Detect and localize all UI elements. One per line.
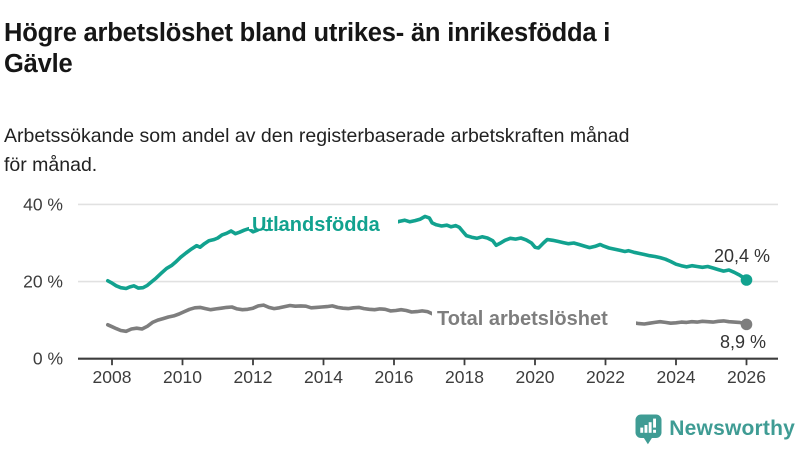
series-label-utlandsfodda: Utlandsfödda bbox=[252, 214, 381, 236]
newsworthy-logo-link[interactable]: Newsworthy bbox=[635, 413, 795, 445]
page-subtitle: Arbetssökande som andel av den registerb… bbox=[4, 124, 630, 176]
end-value-label: 8,9 % bbox=[720, 332, 766, 352]
x-tick-label: 2012 bbox=[234, 367, 273, 387]
end-value-label: 20,4 % bbox=[714, 246, 770, 266]
x-tick-label: 2022 bbox=[586, 367, 625, 387]
x-tick-label: 2024 bbox=[657, 367, 696, 387]
series-label-total: Total arbetslöshet bbox=[437, 308, 608, 330]
series-line-total bbox=[106, 303, 749, 334]
x-tick-label: 2010 bbox=[163, 367, 202, 387]
logo-wordmark: Newsworthy bbox=[669, 417, 795, 440]
series-endpoint-dot bbox=[740, 274, 753, 286]
x-tick-label: 2008 bbox=[93, 367, 132, 387]
series-label-mask bbox=[432, 306, 636, 330]
x-tick-label: 2018 bbox=[445, 367, 484, 387]
y-tick-label: 40 % bbox=[23, 194, 63, 214]
series-endpoint-dot bbox=[740, 318, 753, 331]
series-line-utlandsfodda bbox=[106, 214, 749, 291]
bar-chart-speech-bubble-icon bbox=[635, 414, 662, 444]
y-tick-label: 0 % bbox=[33, 349, 63, 369]
page-title: Högre arbetslöshet bland utrikes- än inr… bbox=[4, 19, 611, 79]
x-tick-label: 2026 bbox=[727, 367, 766, 387]
series-label-mask bbox=[249, 212, 398, 229]
x-tick-label: 2016 bbox=[375, 367, 414, 387]
x-tick-label: 2020 bbox=[516, 367, 555, 387]
x-tick-label: 2014 bbox=[304, 367, 343, 387]
y-tick-label: 20 % bbox=[23, 272, 63, 292]
